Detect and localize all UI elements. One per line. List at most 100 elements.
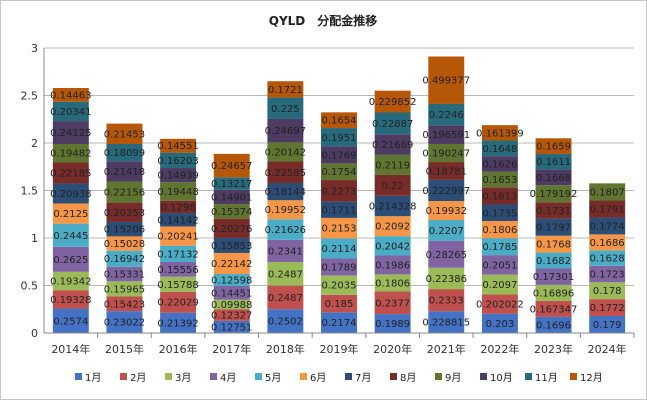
bar-segment [374,216,411,237]
x-tick-label: 2017年 [212,342,251,356]
legend-label: 10月 [490,372,513,384]
bar-segment [535,138,572,155]
data-label: 0.1797 [536,223,571,234]
data-label: 0.1668 [536,173,571,184]
data-label: 0.1768 [536,240,571,251]
data-label: 0.12327 [211,311,252,322]
bar-segment [481,313,518,333]
bars [52,56,626,333]
legend-label: 6月 [310,372,326,384]
data-label: 0.18781 [426,166,467,177]
bar-segment [374,174,411,196]
bar-segment [374,90,411,113]
data-label: 0.16942 [104,254,145,265]
data-label: 0.1653 [482,175,517,186]
data-label: 0.2119 [375,160,410,171]
bar-segment [428,220,465,241]
data-label: 0.196591 [422,130,470,141]
data-label: 0.2092 [375,222,410,233]
data-label: 0.17132 [157,249,198,260]
bar-segment [374,255,411,275]
bar-segment [106,144,143,162]
data-label: 0.20938 [50,189,91,200]
data-label: 0.16896 [533,288,574,299]
data-label: 0.18099 [104,148,145,159]
x-tick-label: 2022年 [480,342,519,356]
bar-segment [52,308,89,333]
data-label: 0.167347 [530,304,578,315]
data-label: 0.23022 [104,318,145,329]
bar-segment [160,168,197,183]
x-tick-label: 2023年 [534,342,573,356]
bar-segment [374,134,411,155]
data-label: 0.20353 [104,208,145,219]
data-label: 0.1951 [322,133,357,144]
bar-segment [481,156,518,172]
bar-segment [267,309,304,333]
data-label: 0.1611 [536,157,571,168]
data-label: 0.2174 [322,318,357,329]
bar-segment [374,274,411,292]
bar-segment [535,300,572,317]
x-axis: 2014年 2015年 2016年 2017年 2018年 2019年 2020年 2021年… [44,332,635,356]
data-label: 0.17301 [533,272,574,283]
legend-swatch [255,373,262,380]
data-label: 0.15965 [104,284,145,295]
data-label: 0.225 [271,104,300,115]
bar-segment [106,181,143,203]
data-label: 0.1628 [590,254,625,265]
data-label: 0.2114 [322,244,357,255]
y-tick-label: 2 [31,137,38,150]
data-label: 0.22029 [157,298,198,309]
x-tick-label: 2018年 [266,342,305,356]
bar-segment [589,299,626,316]
legend-swatch [300,373,307,380]
bar-segment [160,182,197,201]
data-label: 0.15853 [211,241,252,252]
bar-segment [321,294,357,313]
data-label: 0.1772 [590,303,625,314]
bar-segment [321,201,357,218]
data-label: 0.1791 [590,205,625,216]
data-label: 0.1721 [268,85,303,96]
bar-segment [267,97,304,119]
bar-segment [481,125,518,141]
bar-segment [428,56,465,104]
bar-segment [589,234,626,251]
legend: 1月 2月 3月 4月 5月 6月 7月 8月 9月 10月 11月 12月 [75,372,603,384]
data-label: 0.1813 [482,191,517,202]
bar-segment [52,290,89,309]
bar-segment [160,291,197,313]
data-label: 0.19932 [426,206,467,217]
bar-segment [267,118,304,143]
bar-segment [535,169,572,186]
bar-segment [481,171,518,188]
bar-segment [160,245,197,262]
data-label: 0.15374 [211,207,252,218]
bar-segment [52,223,89,247]
bar-segment [589,183,626,201]
data-label: 0.14551 [157,141,198,152]
bar-segment [481,221,518,239]
bar-segment [374,112,411,135]
bar-segment [589,217,626,235]
bar-segment [374,314,411,333]
bar-segment [52,162,89,184]
data-label: 0.1769 [322,150,357,161]
bar-segment [52,88,89,102]
bar-segment [321,258,357,276]
data-label: 0.1735 [482,208,517,219]
data-label: 0.1626 [482,159,517,170]
bar-segment [321,163,357,181]
legend-swatch [120,373,127,380]
bar-segment [213,153,250,178]
data-label: 0.1806 [375,278,410,289]
x-tick-label: 2019年 [320,342,359,356]
legend-swatch [345,373,352,380]
legend-swatch [165,373,172,380]
data-label: 0.1807 [590,187,625,198]
data-label: 0.22185 [50,169,91,180]
bar-segment [160,261,197,277]
data-label: 0.22585 [265,168,306,179]
